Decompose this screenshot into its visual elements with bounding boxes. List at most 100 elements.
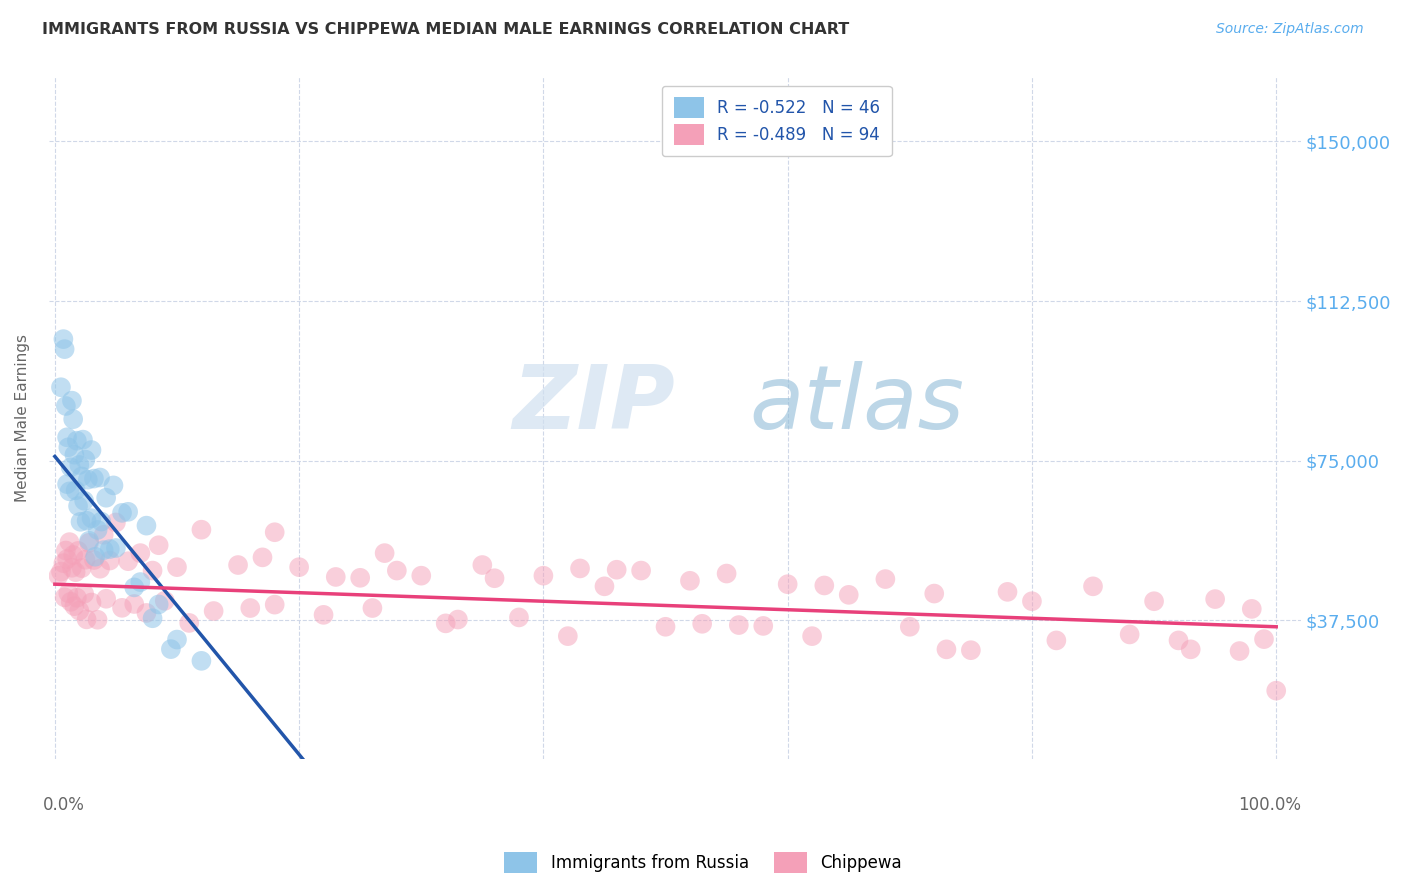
Point (63, 599, 86, 614)
Point (727, 618, 749, 632)
Point (56, 552, 79, 566)
Point (111, 506, 134, 520)
Point (411, 568, 433, 582)
Point (117, 505, 139, 519)
Point (80, 443, 103, 458)
Point (96, 591, 118, 606)
Point (1229, 644, 1251, 658)
Point (104, 516, 127, 530)
Point (935, 642, 957, 657)
Point (312, 607, 335, 622)
Point (593, 579, 616, 593)
Point (142, 564, 165, 578)
Point (48, 569, 70, 583)
Point (1118, 627, 1140, 641)
Point (49, 380, 72, 394)
Point (58, 484, 80, 499)
Text: 100.0%: 100.0% (1237, 797, 1301, 814)
Point (654, 620, 676, 634)
Point (67, 458, 90, 472)
Point (73, 493, 96, 508)
Point (1180, 642, 1202, 657)
Point (75, 452, 97, 467)
Point (166, 560, 188, 574)
Point (1081, 579, 1104, 593)
Point (69, 515, 91, 529)
Point (1167, 633, 1189, 648)
Point (898, 620, 921, 634)
Point (690, 616, 713, 631)
Point (447, 613, 470, 627)
Point (86, 523, 108, 537)
Point (89, 470, 111, 484)
Text: ZIP: ZIP (512, 361, 675, 448)
Point (508, 610, 530, 624)
Point (103, 478, 125, 492)
Point (374, 546, 396, 560)
Point (361, 601, 384, 615)
Point (226, 558, 249, 572)
Point (96, 491, 118, 505)
Point (179, 615, 201, 630)
Point (875, 572, 897, 586)
Point (70, 561, 93, 575)
Point (63, 448, 86, 462)
Point (56, 430, 79, 444)
Point (148, 598, 170, 612)
Point (135, 606, 157, 620)
Point (73, 587, 96, 601)
Point (484, 571, 506, 585)
Point (122, 597, 145, 611)
Point (630, 564, 652, 578)
Point (83, 472, 105, 486)
Point (52, 556, 75, 570)
Point (58, 440, 80, 454)
Point (104, 541, 127, 555)
Point (263, 525, 285, 540)
Point (76, 612, 98, 626)
Point (60, 393, 83, 408)
Text: Source: ZipAtlas.com: Source: ZipAtlas.com (1216, 22, 1364, 37)
Point (349, 571, 371, 585)
Point (93, 528, 115, 542)
Point (716, 566, 738, 581)
Point (98, 542, 121, 557)
Point (65, 565, 87, 579)
Point (76, 473, 98, 487)
Point (385, 564, 408, 578)
Point (263, 598, 285, 612)
Point (59, 460, 82, 475)
Point (67, 604, 90, 618)
Point (62, 548, 84, 562)
Legend: R = -0.522   N = 46, R = -0.489   N = 94: R = -0.522 N = 46, R = -0.489 N = 94 (662, 86, 891, 156)
Point (325, 570, 347, 584)
Point (89, 562, 111, 576)
Point (922, 586, 945, 600)
Point (288, 560, 311, 574)
Point (53, 342, 76, 356)
Point (1021, 594, 1043, 608)
Point (58, 535, 80, 549)
Point (60, 560, 83, 574)
Point (117, 554, 139, 568)
Point (252, 550, 274, 565)
Point (72, 433, 94, 447)
Point (75, 552, 97, 566)
Point (52, 332, 75, 346)
Text: 0.0%: 0.0% (42, 797, 84, 814)
Point (84, 549, 107, 564)
Legend: Immigrants from Russia, Chippewa: Immigrants from Russia, Chippewa (498, 846, 908, 880)
Point (49, 565, 72, 579)
Point (801, 629, 824, 643)
Point (1253, 632, 1275, 647)
Point (58, 586, 80, 600)
Point (160, 642, 183, 657)
Point (239, 601, 262, 615)
Point (83, 553, 105, 567)
Y-axis label: Median Male Earnings: Median Male Earnings (15, 334, 30, 502)
Point (59, 595, 82, 609)
Point (190, 654, 212, 668)
Text: atlas: atlas (749, 361, 965, 448)
Point (67, 544, 90, 558)
Point (56, 477, 79, 491)
